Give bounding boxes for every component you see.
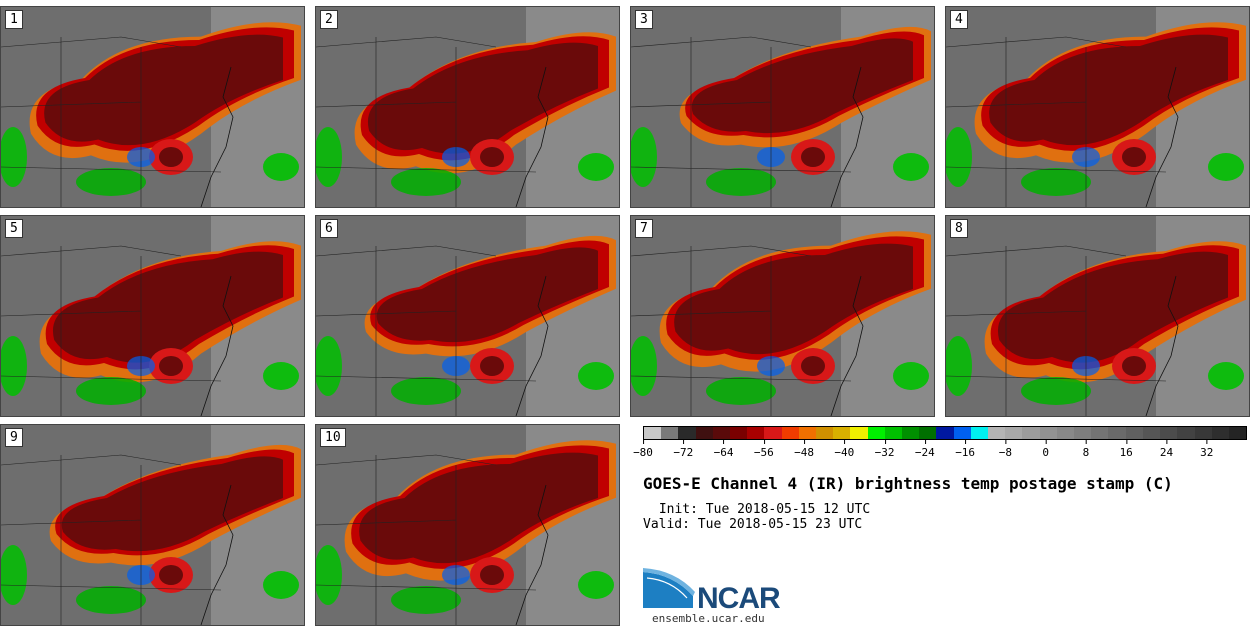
colorbar-segment	[1005, 427, 1023, 439]
colorbar-tick-label: −80	[633, 440, 653, 459]
ir-map-image	[316, 7, 619, 207]
colorbar-segment	[730, 427, 748, 439]
colorbar-segment	[1074, 427, 1092, 439]
colorbar-segment	[867, 427, 885, 439]
colorbar-segment	[747, 427, 765, 439]
colorbar-segment	[1211, 427, 1229, 439]
forecast-panel: 3	[630, 6, 935, 208]
panel-number: 6	[320, 219, 338, 238]
colorbar-segment	[1022, 427, 1040, 439]
ncar-logo-icon	[643, 568, 695, 608]
colorbar-segment	[936, 427, 954, 439]
ir-map-image	[1, 425, 304, 625]
colorbar-segment	[1056, 427, 1075, 439]
ir-map-image	[316, 216, 619, 416]
colorbar-segment	[798, 427, 817, 439]
colorbar-segment	[661, 427, 679, 439]
colorbar-tick-label: 16	[1120, 440, 1133, 459]
valid-time: Valid: Tue 2018-05-15 23 UTC	[643, 517, 863, 532]
colorbar	[643, 426, 1247, 440]
forecast-panel: 9	[0, 424, 305, 626]
panel-number: 4	[950, 10, 968, 29]
colorbar-segment	[764, 427, 782, 439]
colorbar-tick-label: 24	[1160, 440, 1173, 459]
forecast-panel: 4	[945, 6, 1250, 208]
colorbar-segment	[816, 427, 834, 439]
colorbar-segment	[644, 427, 662, 439]
colorbar-tick-label: −32	[875, 440, 895, 459]
panel-number: 8	[950, 219, 968, 238]
panel-number: 5	[5, 219, 23, 238]
colorbar-segment	[1194, 427, 1212, 439]
colorbar-segment	[953, 427, 971, 439]
ir-map-image	[631, 216, 934, 416]
ir-map-image	[1, 7, 304, 207]
colorbar-segment	[1108, 427, 1126, 439]
logo-text: NCAR	[697, 582, 781, 615]
panel-number: 7	[635, 219, 653, 238]
ir-map-image	[946, 7, 1249, 207]
colorbar-segment	[988, 427, 1006, 439]
colorbar-tick-label: 8	[1083, 440, 1089, 459]
colorbar-ticks: −80 −72 −64 −56 −48 −40 −32 −24 −16 −8 0 8 16 24 32	[633, 440, 1247, 462]
forecast-panel: 10	[315, 424, 620, 626]
forecast-panel: 5	[0, 215, 305, 417]
colorbar-segment	[1177, 427, 1195, 439]
colorbar-segment	[1125, 427, 1143, 439]
panel-number: 10	[320, 428, 346, 447]
colorbar-tick-label: −56	[754, 440, 774, 459]
colorbar-tick-label: 32	[1200, 440, 1213, 459]
colorbar-segment	[919, 427, 937, 439]
site-url: ensemble.ucar.edu	[652, 612, 765, 625]
ir-map-image	[316, 425, 619, 625]
colorbar-segment	[1228, 427, 1247, 439]
init-time: Init: Tue 2018-05-15 12 UTC	[651, 502, 871, 517]
colorbar-segment	[902, 427, 920, 439]
colorbar-segment	[1039, 427, 1057, 439]
colorbar-tick-label: −24	[915, 440, 935, 459]
colorbar-segment	[850, 427, 868, 439]
panel-number: 9	[5, 428, 23, 447]
colorbar-tick-label: −40	[834, 440, 854, 459]
colorbar-segment	[833, 427, 851, 439]
colorbar-segment	[678, 427, 696, 439]
ir-map-image	[946, 216, 1249, 416]
colorbar-tick-label: −48	[794, 440, 814, 459]
panel-number: 2	[320, 10, 338, 29]
forecast-panel: 7	[630, 215, 935, 417]
forecast-panel: 6	[315, 215, 620, 417]
figure-title: GOES-E Channel 4 (IR) brightness temp po…	[643, 474, 1173, 493]
forecast-panel: 8	[945, 215, 1250, 417]
colorbar-tick-label: −64	[714, 440, 733, 459]
forecast-panel: 1	[0, 6, 305, 208]
colorbar-segment	[1091, 427, 1109, 439]
ir-map-image	[631, 7, 934, 207]
colorbar-segment	[712, 427, 731, 439]
colorbar-tick-label: 0	[1042, 440, 1049, 459]
colorbar-segment	[884, 427, 903, 439]
forecast-panel: 2	[315, 6, 620, 208]
colorbar-segment	[781, 427, 799, 439]
colorbar-tick-label: −16	[955, 440, 975, 459]
panel-number: 1	[5, 10, 23, 29]
colorbar-segment	[1160, 427, 1178, 439]
ir-map-image	[1, 216, 304, 416]
colorbar-tick-label: −8	[999, 440, 1012, 459]
colorbar-tick-label: −72	[673, 440, 693, 459]
colorbar-segment	[695, 427, 713, 439]
colorbar-segment	[1142, 427, 1161, 439]
panel-number: 3	[635, 10, 653, 29]
colorbar-segment	[970, 427, 989, 439]
